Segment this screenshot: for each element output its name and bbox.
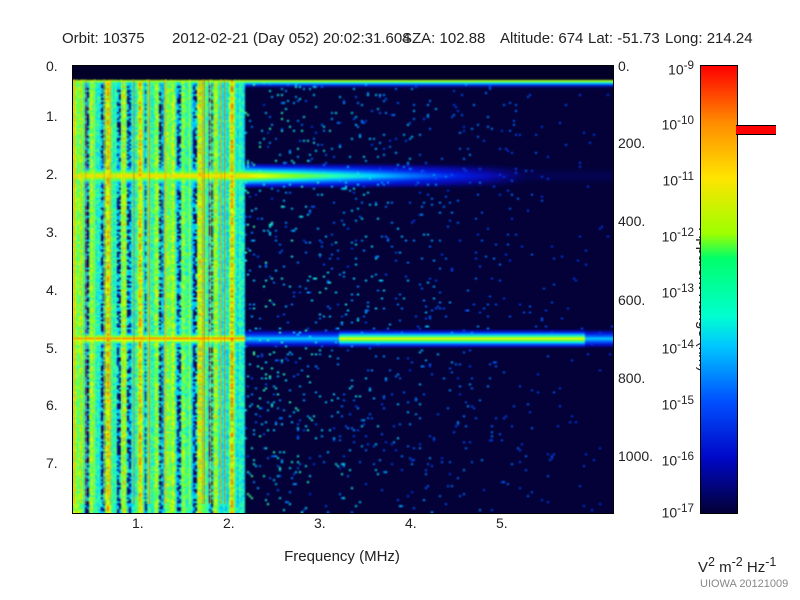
ytick-1: 1. (46, 108, 58, 124)
spectrogram-heatmap[interactable] (72, 65, 614, 514)
ytick-0: 0. (46, 58, 58, 74)
ytick-5: 5. (46, 340, 58, 356)
xtick-5: 5. (496, 515, 508, 531)
watermark-label: UIOWA 20121009 (700, 578, 788, 590)
heatmap-canvas (73, 66, 613, 513)
xtick-3: 3. (314, 515, 326, 531)
cbtick-3: 10-12 (642, 226, 694, 245)
ytick-6: 6. (46, 397, 58, 413)
colorbar[interactable]: 10-9 10-10 10-11 10-12 10-13 10-14 10-15… (700, 65, 736, 512)
ytick-7: 7. (46, 455, 58, 471)
ytick-right-0: 0. (618, 58, 630, 74)
latitude-label: Lat: -51.73 (588, 30, 660, 47)
colorbar-unit-label: V2 m-2 Hz-1 (698, 555, 776, 576)
cbtick-2: 10-11 (642, 170, 694, 189)
xtick-2: 2. (223, 515, 235, 531)
date-time-label: 2012-02-21 (Day 052) 20:02:31.604 (172, 30, 411, 47)
cbtick-1: 10-10 (642, 114, 694, 133)
ytick-3: 3. (46, 224, 58, 240)
cbtick-7: 10-16 (642, 450, 694, 469)
cbtick-4: 10-13 (642, 282, 694, 301)
xtick-4: 4. (405, 515, 417, 531)
colorbar-gradient (700, 65, 738, 514)
cbtick-8: 10-17 (642, 502, 694, 521)
altitude-label: Altitude: 674 (500, 30, 583, 47)
cbtick-5: 10-14 (642, 338, 694, 357)
spectrogram-window: Orbit: 10375 2012-02-21 (Day 052) 20:02:… (0, 0, 800, 600)
sza-label: SZA: 102.88 (402, 30, 485, 47)
ytick-2: 2. (46, 166, 58, 182)
ytick-4: 4. (46, 282, 58, 298)
colorbar-max-swatch (736, 125, 776, 135)
xtick-1: 1. (132, 515, 144, 531)
x-axis-title: Frequency (MHz) (72, 548, 612, 565)
cbtick-6: 10-15 (642, 394, 694, 413)
longitude-label: Long: 214.24 (665, 30, 753, 47)
cbtick-0: 10-9 (642, 59, 694, 78)
ytick-right-200: 200. (618, 135, 645, 151)
ytick-right-800: 800. (618, 370, 645, 386)
orbit-label: Orbit: 10375 (62, 30, 145, 47)
